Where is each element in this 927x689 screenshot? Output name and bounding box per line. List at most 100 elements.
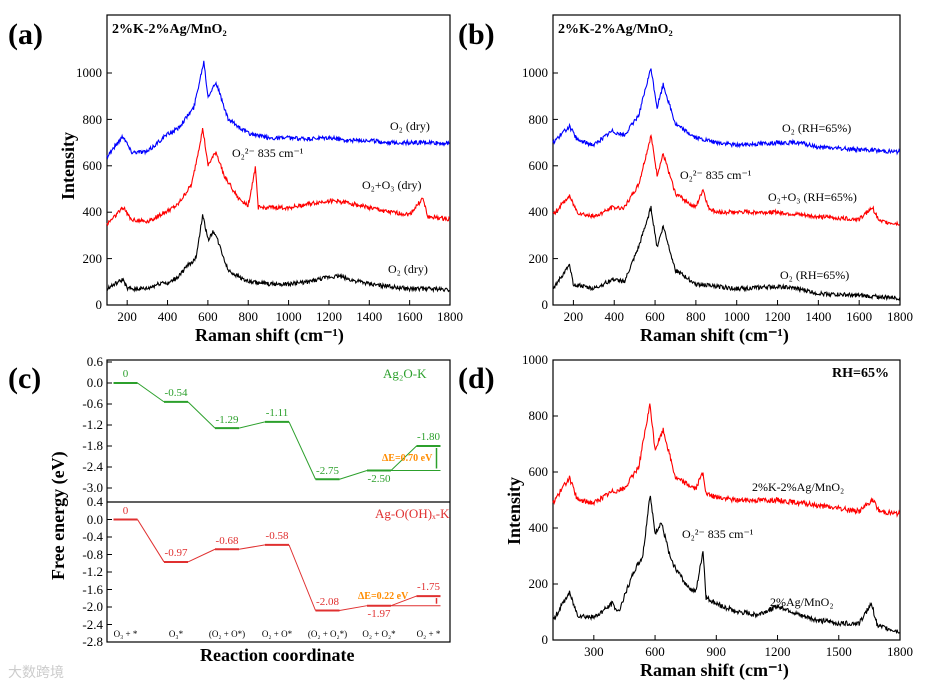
energy-connector-0-4 xyxy=(288,421,316,480)
energy-label-0-6: -1.80 xyxy=(417,431,440,444)
y-tick-label-c: -1.6 xyxy=(82,581,103,597)
panel-label-b: (b) xyxy=(458,18,495,51)
spectrum-line-a-1 xyxy=(106,128,451,227)
legend-b-black: O₂ (RH=65%) xyxy=(780,268,850,282)
y-tick-label-b: 400 xyxy=(528,204,549,220)
delta-c-agooh: ΔE=0.22 eV xyxy=(358,591,409,602)
state-label-c: (O₂ + O*) xyxy=(208,628,246,639)
y-tick-label-d: 1000 xyxy=(522,352,548,368)
x-tick-label-a: 1200 xyxy=(315,309,342,325)
energy-connector-1-6 xyxy=(390,595,417,607)
energy-connector-0-1 xyxy=(137,382,165,403)
spectrum-line-b-2 xyxy=(552,205,901,302)
plot-frame-d xyxy=(552,359,901,641)
legend-c-agooh: Ag-O(OH)ₓ-K xyxy=(375,506,450,521)
y-tick-label-a: 600 xyxy=(82,158,103,173)
x-tick-label-d: 1200 xyxy=(764,644,791,660)
energy-label-0-4: -2.75 xyxy=(316,464,339,477)
legend-d-red: 2%K-2%Ag/MnO₂ xyxy=(752,480,845,494)
energy-label-1-5: -1.97 xyxy=(367,608,391,621)
energy-label-0-2: -1.29 xyxy=(215,413,239,426)
annotation-b: O₂²⁻ 835 cm⁻¹ xyxy=(680,168,752,182)
spectrum-line-d-1 xyxy=(552,495,900,635)
y-tick-label-c: -0.4 xyxy=(82,529,103,545)
energy-label-0-5: -2.50 xyxy=(367,472,391,485)
xlabel-d: Raman shift (cm⁻¹) xyxy=(640,660,789,680)
energy-label-1-6: -1.75 xyxy=(417,581,440,594)
legend-b-red: O₂+O₃ (RH=65%) xyxy=(768,190,857,204)
y-tick-label-c: 0.6 xyxy=(86,354,103,370)
spectrum-line-d-0 xyxy=(552,403,901,518)
x-tick-label-b: 1200 xyxy=(764,309,791,325)
x-tick-label-a: 1800 xyxy=(437,309,463,325)
legend-a-black: O₂ (dry) xyxy=(388,262,428,276)
y-tick-label-c: 0.0 xyxy=(86,375,103,391)
ylabel-a: Intensity xyxy=(58,131,78,200)
spectrum-line-b-0 xyxy=(552,68,901,156)
y-tick-label-b: 200 xyxy=(528,250,549,266)
ylabel-c: Free energy (eV) xyxy=(48,451,68,580)
energy-label-0-0: 0 xyxy=(122,368,129,381)
legend-a-blue: O₂ (dry) xyxy=(390,119,430,133)
energy-label-1-3: -0.58 xyxy=(265,530,289,543)
panel-label-c: (c) xyxy=(8,362,42,395)
y-tick-label-c: -1.8 xyxy=(82,438,103,454)
y-tick-label-c: -2.0 xyxy=(82,599,103,615)
legend-d-black: 2%Ag/MnO₂ xyxy=(770,595,834,609)
y-tick-label-c: -0.6 xyxy=(82,396,103,412)
x-tick-label-b: 400 xyxy=(604,309,624,325)
x-tick-label-a: 600 xyxy=(198,309,218,325)
y-tick-label-c: 0.4 xyxy=(86,494,103,510)
plot-frame-a xyxy=(106,14,451,306)
y-tick-label-a: 400 xyxy=(82,204,103,220)
title-a: 2%K-2%Ag/MnO₂ xyxy=(112,22,227,37)
state-label-c: O₂ + * xyxy=(416,628,441,639)
y-tick-label-b: 600 xyxy=(528,158,549,173)
plot-frame-b xyxy=(552,14,901,306)
state-label-c: O₂ + O* xyxy=(261,628,293,639)
x-tick-label-b: 600 xyxy=(645,309,665,325)
y-tick-label-a: 1000 xyxy=(76,65,102,81)
y-tick-label-c: -2.4 xyxy=(82,459,103,475)
title-d: RH=65% xyxy=(832,366,889,381)
energy-connector-0-6 xyxy=(390,445,417,471)
y-tick-label-b: 800 xyxy=(528,111,549,127)
annotation-a: O₂²⁻ 835 cm⁻¹ xyxy=(232,146,304,160)
energy-connector-0-3 xyxy=(238,421,266,429)
x-tick-label-d: 600 xyxy=(645,644,665,660)
energy-connector-0-5 xyxy=(339,470,368,480)
energy-connector-1-4 xyxy=(288,544,316,611)
y-tick-label-c: -3.0 xyxy=(82,480,103,496)
spectrum-line-b-1 xyxy=(552,134,900,227)
energy-connector-1-1 xyxy=(137,519,165,563)
y-tick-label-c: -2.4 xyxy=(82,616,103,632)
xlabel-a: Raman shift (cm⁻¹) xyxy=(195,325,344,345)
x-tick-label-a: 400 xyxy=(157,309,178,325)
state-label-c: O₃* xyxy=(168,628,184,639)
y-tick-label-d: 400 xyxy=(528,520,549,536)
y-tick-label-c: -1.2 xyxy=(82,564,103,580)
x-tick-label-d: 1500 xyxy=(825,644,852,660)
energy-label-1-4: -2.08 xyxy=(316,595,339,608)
y-tick-label-b: 1000 xyxy=(522,65,548,81)
xlabel-c: Reaction coordinate xyxy=(200,645,355,665)
energy-label-0-1: -0.54 xyxy=(164,387,188,400)
energy-connector-1-5 xyxy=(339,605,368,611)
y-tick-label-a: 0 xyxy=(95,297,103,313)
title-b: 2%K-2%Ag/MnO₂ xyxy=(558,22,673,37)
delta-c-ag2o: ΔE=0.70 eV xyxy=(382,453,433,464)
ylabel-d: Intensity xyxy=(504,476,524,545)
energy-label-1-0: 0 xyxy=(122,504,129,517)
y-tick-label-a: 200 xyxy=(82,250,103,266)
energy-connector-1-3 xyxy=(238,544,266,550)
annotation-d: O₂²⁻ 835 cm⁻¹ xyxy=(682,527,754,541)
panel-label-d: (d) xyxy=(458,362,495,395)
y-tick-label-d: 600 xyxy=(528,464,549,480)
x-tick-label-a: 200 xyxy=(117,309,137,325)
state-label-c: O₃ + * xyxy=(113,628,138,639)
energy-connector-1-2 xyxy=(187,548,216,563)
spectrum-line-a-2 xyxy=(106,214,450,294)
watermark: 大数跨境 xyxy=(8,665,64,681)
x-tick-label-a: 1400 xyxy=(356,309,383,325)
